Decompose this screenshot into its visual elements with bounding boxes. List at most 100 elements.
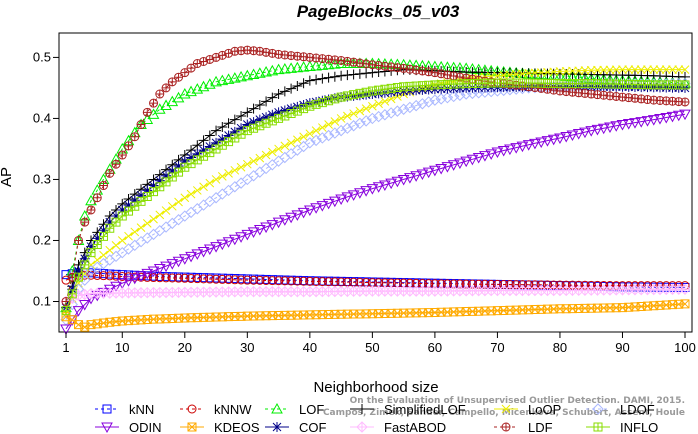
data-point [329,127,341,139]
data-point [416,169,429,180]
data-point [92,193,102,203]
data-point [342,70,353,81]
data-point [317,73,328,84]
data-point [291,210,304,221]
data-point [166,217,179,230]
data-point [286,138,296,148]
data-point [86,241,97,252]
data-point [104,217,115,228]
data-point [366,184,379,195]
data-point [336,70,347,81]
data-point [305,129,315,139]
legend-label: kNNW [214,402,252,417]
data-point [222,237,235,248]
legend-marker [271,402,283,414]
data-point [61,306,71,316]
data-point [679,283,691,295]
data-point [547,134,560,146]
legend-item-ldf: LDF [494,420,553,434]
legend-item-fastabod: FastABOD [350,420,446,434]
legend-label: INFLO [620,420,658,434]
data-point [142,185,153,196]
data-point [74,272,84,282]
data-point [74,235,84,245]
data-point [636,65,646,74]
data-point [185,251,197,263]
data-point [247,170,260,182]
data-point [174,72,184,82]
data-point [597,123,610,135]
data-point [655,65,665,74]
data-point [142,107,152,117]
y-tick-label: 0.5 [33,49,51,64]
data-point [105,223,115,233]
plot-area [58,32,693,335]
data-point [347,190,360,201]
data-point [285,212,297,224]
data-point [167,172,177,182]
data-point [186,189,196,199]
data-point [599,65,609,75]
data-point [97,257,110,270]
data-point [466,154,479,166]
legend-label: LoOP [528,402,561,417]
data-point [160,261,172,273]
data-point [318,123,327,132]
legend-item-simplifiedlof: SimplifiedLOF [350,402,466,417]
data-point [298,78,309,89]
y-tick-label: 0.1 [33,293,51,308]
legend-item-ldof: LDOF [586,402,655,417]
data-point [504,144,516,156]
data-point [130,201,140,211]
data-point [229,181,241,193]
data-point [535,137,548,149]
data-point [255,153,265,163]
data-point [111,217,121,227]
data-point [624,65,634,74]
data-point [330,117,340,126]
data-point [153,103,166,114]
data-point [361,104,371,114]
data-point [210,75,222,87]
data-point [92,240,102,250]
watermark: On the Evaluation of Unsupervised Outlie… [323,396,685,418]
data-point [341,192,354,203]
data-point [172,256,185,268]
data-point [136,120,146,130]
data-point [303,60,316,72]
data-point [385,107,397,119]
data-point [179,156,190,167]
legend-label: SimplifiedLOF [384,402,466,417]
data-point [278,215,291,226]
data-point [130,227,140,237]
data-point [304,137,316,149]
data-point [248,117,259,128]
data-point [666,111,679,123]
data-point [404,101,416,114]
data-point [167,273,177,283]
data-point [205,178,215,188]
data-point [123,200,134,211]
data-point [216,239,229,251]
series-inflo [61,78,690,316]
data-point [224,275,234,285]
x-tick-label: 60 [428,340,442,355]
data-point [211,125,222,136]
data-point [223,130,234,141]
data-point [266,220,279,231]
data-point [211,175,221,184]
legend-marker [101,422,113,434]
data-point [191,249,204,260]
legend-item-knn: kNN [95,402,154,417]
data-point [242,159,252,169]
data-point [242,107,253,118]
data-point [310,134,322,147]
legend-item-inflo: INFLO [586,420,658,434]
data-point [117,150,127,160]
data-point [86,248,96,258]
data-point [142,192,152,202]
data-point [230,165,240,175]
data-point [117,204,128,215]
data-point [391,176,404,188]
data-point [267,109,278,120]
